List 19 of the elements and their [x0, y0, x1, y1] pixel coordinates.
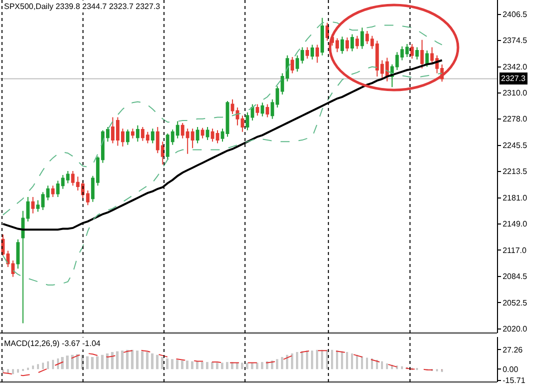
y-tick-label: 2084.5 — [502, 272, 528, 282]
y-tick-label: 2213.5 — [502, 167, 528, 176]
y-tick-label: 2020.0 — [502, 324, 528, 334]
y-tick-label: 2342.0 — [502, 62, 528, 72]
y-tick-label: 2149.0 — [502, 220, 528, 229]
ref-line-label: 2327.3 — [501, 74, 526, 83]
y-tick-label: 2245.5 — [502, 141, 528, 150]
chart-title: SPX500,Daily 2339.8 2344.7 2323.7 2327.3 — [4, 2, 161, 11]
y-tick-label: 27.26 — [502, 345, 524, 354]
y-tick-label: 2374.5 — [502, 36, 528, 46]
y-tick-label: -15.71 — [502, 376, 526, 386]
y-tick-label: 2310.0 — [502, 88, 528, 98]
y-tick-label: 2406.5 — [502, 10, 528, 20]
y-tick-label: 2117.0 — [502, 246, 528, 255]
y-tick-label: 0.00 — [502, 364, 519, 374]
y-tick-label: 2278.0 — [502, 114, 528, 124]
y-tick-label: 2181.0 — [502, 194, 528, 203]
chart-title: MACD(12,26,9) -3.67 -1.04 — [4, 339, 102, 348]
y-tick-label: 2052.5 — [502, 298, 528, 308]
